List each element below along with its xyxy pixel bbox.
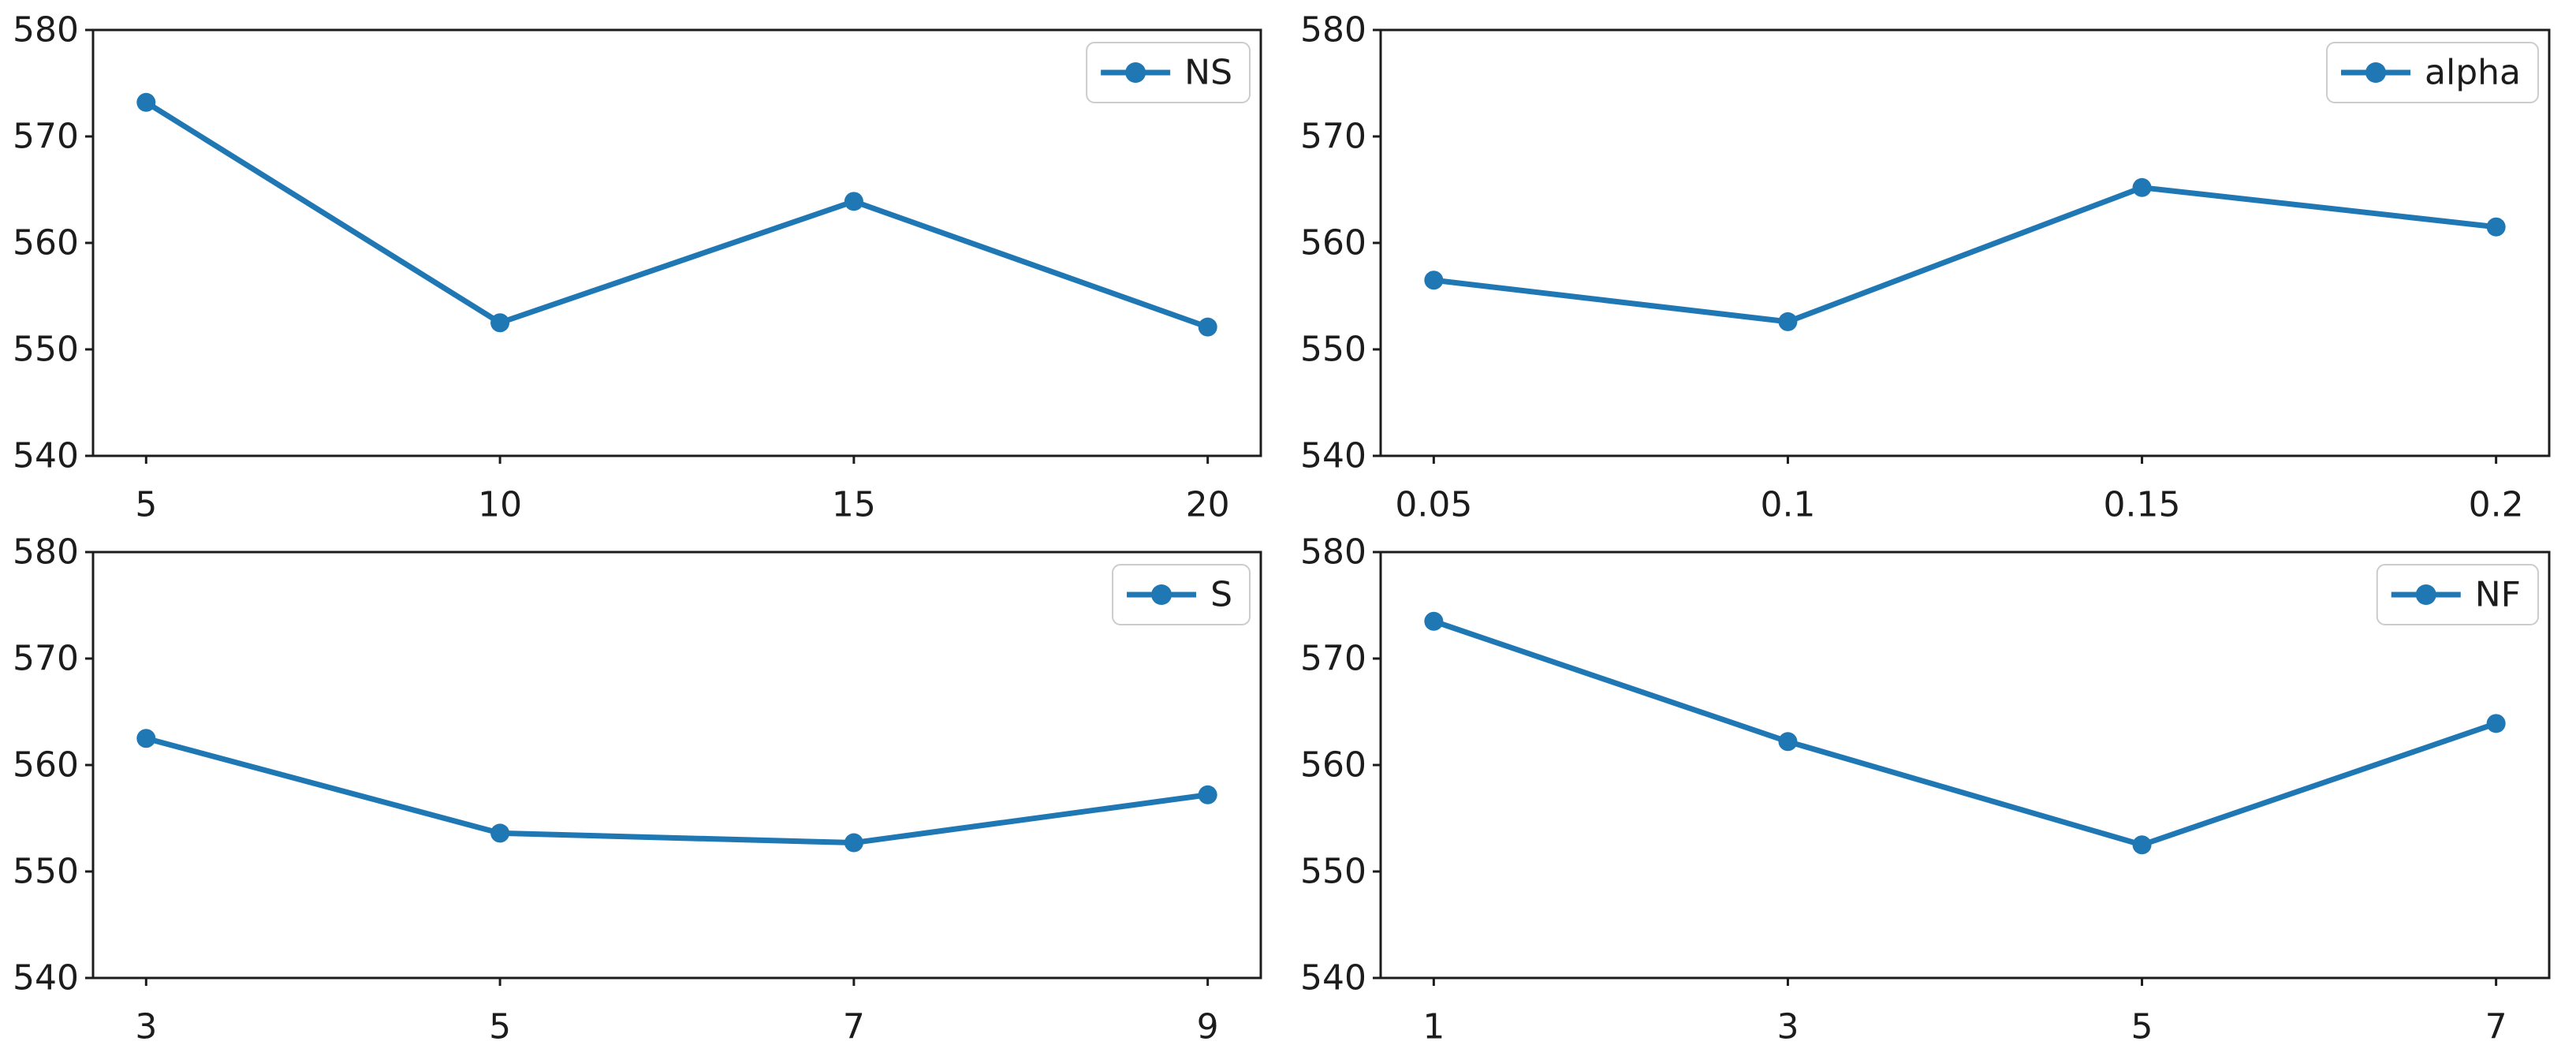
data-point-marker (1778, 732, 1798, 752)
subplot-nf: 540 550 560 570 580 1 3 5 7 NF (1288, 522, 2576, 1045)
subplot-s: 540 550 560 570 580 3 5 7 9 S (0, 522, 1288, 1045)
data-point-marker (490, 823, 510, 843)
subplot-alpha: 540 550 560 570 580 0.05 0.1 0.15 0.2 alpha (1288, 0, 2576, 522)
x-axis-tick-label: 0.2 (2469, 485, 2524, 523)
data-line (143, 735, 1211, 846)
data-line (143, 99, 1211, 330)
y-axis-tick-label: 540 (1300, 436, 1366, 476)
x-axis-tick-label: 0.15 (2104, 485, 2181, 523)
x-axis-tick-label: 7 (2485, 1007, 2507, 1045)
legend: alpha (2326, 42, 2539, 103)
data-point-marker (490, 313, 510, 333)
legend-marker-icon (2365, 62, 2387, 83)
x-axis-tick-label: 3 (135, 1007, 157, 1045)
y-axis-tick-label: 550 (13, 852, 79, 892)
x-axis-tick-label: 5 (2131, 1007, 2153, 1045)
data-point-marker (2132, 835, 2152, 855)
y-axis-tick-label: 560 (1300, 223, 1366, 263)
plot-area-border (91, 28, 1262, 457)
data-point-marker (1198, 317, 1217, 337)
subplot-ns: 540 550 560 570 580 5 10 15 20 NS (0, 0, 1288, 522)
chart-canvas: 540 550 560 570 580 3 5 7 9 S (13, 532, 1262, 1045)
legend: S (1112, 564, 1251, 625)
data-point-marker (1198, 785, 1217, 804)
y-axis-tick-label: 570 (1300, 117, 1366, 157)
y-axis-tick-label: 540 (1300, 958, 1366, 998)
plot-area-border (91, 550, 1262, 980)
x-axis-tick-label: 1 (1422, 1007, 1445, 1045)
legend-label: S (1210, 575, 1232, 615)
data-point-marker (844, 192, 863, 211)
data-line (1430, 185, 2500, 325)
y-axis-tick-label: 570 (13, 117, 79, 157)
data-point-marker (1424, 611, 1444, 631)
x-axis-tick-label: 0.05 (1395, 485, 1472, 523)
chart-canvas: 540 550 560 570 580 0.05 0.1 0.15 0.2 alpha (1300, 10, 2551, 523)
x-axis-tick-label: 7 (843, 1007, 865, 1045)
legend-label: NF (2475, 575, 2521, 615)
legend-label: NS (1184, 53, 1232, 93)
x-axis-tick-label: 20 (1186, 485, 1230, 523)
data-point-marker (136, 729, 156, 748)
x-axis-tick-label: 5 (135, 485, 157, 523)
legend: NF (2376, 564, 2539, 625)
y-axis-tick-label: 550 (1300, 330, 1366, 370)
data-point-marker (2132, 177, 2152, 197)
y-axis-tick-label: 580 (1300, 10, 1366, 50)
x-axis-tick-label: 15 (832, 485, 876, 523)
x-axis-tick-label: 9 (1197, 1007, 1219, 1045)
legend-label: alpha (2425, 53, 2521, 93)
chart-canvas: 540 550 560 570 580 1 3 5 7 NF (1300, 532, 2551, 1045)
x-axis-tick-label: 10 (478, 485, 522, 523)
data-point-marker (2486, 217, 2506, 237)
legend-marker-icon (2415, 584, 2436, 605)
y-axis-tick-label: 570 (1300, 639, 1366, 679)
y-axis-tick-label: 580 (13, 532, 79, 573)
data-point-marker (1424, 271, 1444, 290)
y-axis-tick-label: 550 (13, 330, 79, 370)
y-axis-tick-label: 540 (13, 436, 79, 476)
y-axis-tick-label: 560 (13, 745, 79, 786)
legend-marker-icon (1151, 584, 1172, 605)
y-axis-tick-label: 570 (13, 639, 79, 679)
data-point-marker (844, 833, 863, 853)
y-axis-tick-label: 580 (1300, 532, 1366, 573)
data-point-marker (2486, 714, 2506, 733)
data-line (1430, 618, 2500, 848)
legend: NS (1086, 42, 1251, 103)
data-point-marker (136, 92, 156, 112)
y-axis-tick-label: 560 (13, 223, 79, 263)
x-axis-tick-label: 0.1 (1760, 485, 1815, 523)
y-axis-tick-label: 560 (1300, 745, 1366, 786)
y-axis-tick-label: 580 (13, 10, 79, 50)
legend-box (2326, 42, 2539, 103)
x-axis-tick-label: 3 (1776, 1007, 1799, 1045)
x-axis-tick-label: 5 (489, 1007, 511, 1045)
chart-canvas: 540 550 560 570 580 5 10 15 20 NS (13, 10, 1262, 523)
y-axis-tick-label: 540 (13, 958, 79, 998)
legend-marker-icon (1125, 62, 1146, 83)
y-axis-tick-label: 550 (1300, 852, 1366, 892)
data-point-marker (1778, 312, 1798, 331)
